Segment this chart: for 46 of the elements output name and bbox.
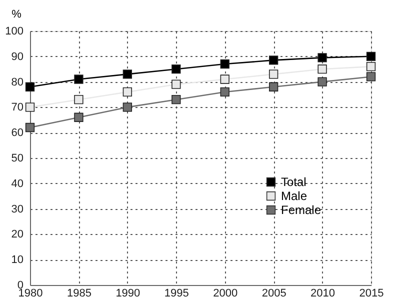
y-tick-label: 90	[11, 50, 24, 63]
y-tick-label: 80	[11, 76, 24, 88]
point	[122, 87, 132, 97]
y-tick-label: 20	[11, 228, 24, 241]
x-tick-label: 2005	[262, 288, 286, 300]
point	[220, 87, 230, 97]
x-tick-label: 2015	[359, 288, 384, 300]
point	[318, 53, 327, 62]
legend-label: Total	[281, 175, 306, 189]
point	[220, 74, 230, 84]
x-tick-label: 2000	[213, 288, 238, 300]
point	[268, 82, 278, 92]
y-tick-label: 40	[11, 178, 24, 190]
y-tick-label: 60	[11, 127, 24, 140]
point	[220, 59, 230, 69]
y-axis-title: %	[12, 8, 22, 20]
point	[172, 80, 181, 89]
y-tick-label: 10	[11, 254, 24, 266]
point	[268, 56, 278, 65]
y-tick-label: 50	[11, 152, 24, 164]
point	[172, 94, 181, 104]
x-tick-label: 2010	[310, 288, 336, 300]
y-tick-label: 70	[11, 102, 24, 114]
x-tick-label: 1995	[164, 288, 189, 300]
x-tick-label: 1990	[116, 288, 140, 300]
point	[268, 70, 278, 79]
x-tick-label: 1980	[18, 288, 43, 300]
point	[74, 112, 84, 122]
y-tick-label: 30	[11, 203, 24, 216]
point	[318, 77, 327, 86]
y-tick-label: 100	[5, 26, 24, 38]
point	[25, 102, 35, 112]
point	[318, 64, 327, 74]
point	[122, 70, 132, 79]
point	[74, 94, 84, 104]
legend-label: Female	[281, 203, 322, 217]
point	[74, 74, 84, 84]
point	[25, 82, 35, 92]
legend-label: Male	[281, 189, 308, 203]
x-tick-label: 1985	[66, 288, 92, 300]
point	[366, 62, 376, 72]
point	[172, 64, 181, 74]
point	[366, 52, 376, 61]
point	[122, 102, 132, 112]
point	[25, 122, 35, 132]
point	[366, 72, 376, 82]
